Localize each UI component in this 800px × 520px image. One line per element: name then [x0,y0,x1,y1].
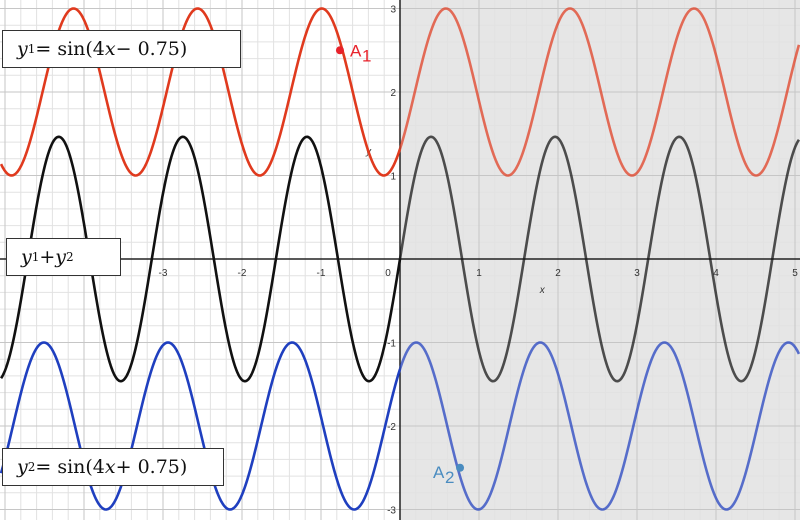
y-tick-label: -1 [387,339,396,350]
eq-sum-y2: y [55,246,67,268]
curve-y1 [0,7,402,177]
point-label-sub: 1 [362,46,371,65]
eq-y1-var: y [17,38,28,60]
eq-sum-y1: y [21,246,32,268]
point-label: A [433,463,445,482]
shaded-region [400,0,800,520]
curve-y2-shaded [398,341,800,511]
x-tick-label: -1 [317,268,326,279]
point-label: A [350,41,362,60]
x-tick-label: -3 [159,268,168,279]
point-marker [456,463,465,472]
eq-y1-sub: 1 [27,42,36,56]
curve-y1-shaded [398,7,800,177]
eq-sum-sub1: 1 [31,250,40,264]
eq-y1-x: x [104,38,116,60]
y-tick-label: -3 [387,506,396,517]
eq-y2-tail: + 0.75) [115,456,188,478]
x-tick-label: 5 [792,268,798,279]
curve-sum [0,135,402,383]
eq-sum-plus: + [39,246,56,268]
curve-y2 [0,341,402,511]
x-tick-label: 1 [476,268,482,279]
y-tick-label: 1 [390,172,396,183]
curve-sum-shaded [398,135,800,383]
eq-y2-var: y [17,456,28,478]
y-tick-label: 2 [390,88,396,99]
x-tick-label: 0 [385,268,391,279]
eq-sum-sub2: 2 [66,250,74,264]
eq-y2-sub: 2 [27,460,36,474]
point-marker [335,46,344,55]
eq-y1-tail: − 0.75) [115,38,188,60]
x-tick-label: 2 [555,268,561,279]
x-tick-label: -2 [238,268,247,279]
curves [0,7,800,511]
y-tick-label: 3 [390,5,396,16]
eq-y2-x: x [104,456,116,478]
x-tick-label: 4 [713,268,719,279]
y-tick-label: -2 [387,422,396,433]
eq-y2-rhs: = sin(4 [35,456,105,478]
eq-y1-rhs: = sin(4 [35,38,105,60]
point-label-sub: 2 [445,468,454,487]
points: A 1A 2 [335,41,465,487]
x-tick-label: 3 [634,268,640,279]
x-axis-label: x [539,285,546,296]
